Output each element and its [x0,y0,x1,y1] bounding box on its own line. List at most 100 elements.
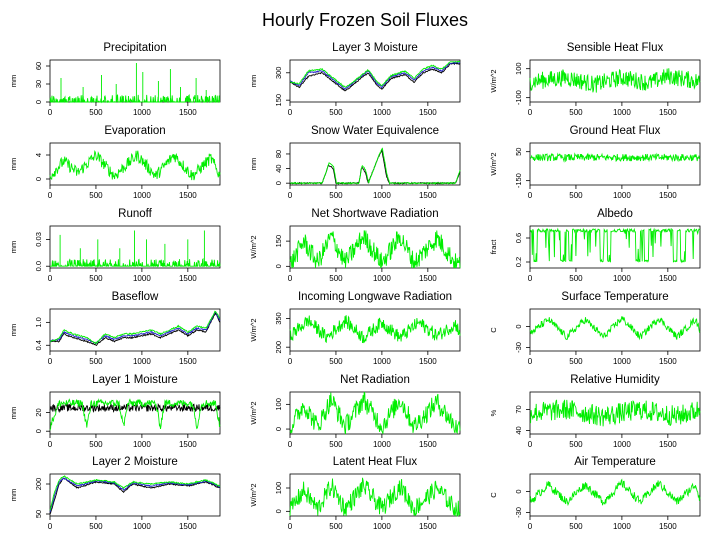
y-axis-label: mm [249,158,258,171]
chart-panel: Albedo fract 0 500 1000 1500 0.2 0.6 [489,208,701,283]
plot-frame [49,225,221,269]
series-line [289,477,461,517]
chart-panel: Snow Water Equivalence mm 0 500 1000 1500 0 40 8… [249,125,461,200]
plot-frame [49,473,221,517]
x-tick-label: 1000 [613,522,631,531]
x-tick-label: 500 [89,191,103,200]
y-axis-label: C [489,492,498,498]
x-tick-label: 1000 [373,440,391,449]
x-tick-label: 1500 [419,108,437,117]
plot-frame [289,142,461,186]
x-tick-label: 0 [528,357,533,366]
y-tick-label: -100 [514,90,523,105]
y-tick-label: 1.0 [34,317,43,327]
plot-frame [529,308,701,352]
x-tick-label: 500 [329,522,343,531]
plot-frame [289,308,461,352]
plot-frame [529,225,701,269]
x-tick-label: 1500 [659,191,677,200]
series-line [289,315,461,344]
series-line [49,398,221,431]
x-tick-label: 0 [528,440,533,449]
x-tick-label: 500 [89,274,103,283]
x-tick-label: 1500 [419,357,437,366]
series-line [529,68,701,93]
x-tick-label: 500 [329,191,343,200]
y-tick-label: 100 [514,62,523,75]
chart-panel: Net Radiation W/m^2 0 500 1000 1500 0 100 [249,374,461,449]
x-tick-label: 1500 [419,440,437,449]
y-tick-label: 100 [274,482,283,495]
y-tick-label: 0.4 [34,340,43,350]
x-tick-label: 500 [569,522,583,531]
x-tick-label: 0 [48,440,53,449]
plot-frame [289,391,461,435]
y-tick-label: 0.2 [514,257,523,267]
x-tick-label: 0 [528,522,533,531]
y-axis-label: mm [9,158,18,171]
chart-panel: Runoff mm 0 500 1000 1500 0.0 0.03 [9,208,221,283]
y-tick-label: 0 [34,177,43,181]
panel-title: Ground Heat Flux [570,125,661,137]
y-axis-label: W/m^2 [249,318,258,341]
series-line [49,149,221,181]
y-axis-label: mm [9,324,18,337]
chart-panel: Air Temperature C 0 500 1000 1500 -30 0 [489,456,701,531]
y-tick-label: 20 [34,408,43,416]
y-tick-label: 0 [34,100,43,104]
series-line [49,477,220,515]
plot-frame [289,225,461,269]
series-line [289,148,461,185]
x-tick-label: 1000 [373,522,391,531]
panel-title: Precipitation [103,42,166,54]
x-tick-label: 500 [569,274,583,283]
x-tick-label: 1000 [373,357,391,366]
chart-panel: Sensible Heat Flux W/m^2 0 500 1000 1500 -100 1… [489,42,701,117]
series-line [289,230,461,269]
x-tick-label: 1500 [419,522,437,531]
series-line [49,311,221,344]
x-tick-label: 500 [329,357,343,366]
y-tick-label: 300 [274,67,283,80]
series-line [289,61,461,90]
chart-panel: Relative Humidity% 0 500 1000 1500 40 70 [489,374,701,449]
y-tick-label: 80 [274,150,283,158]
panel-title: Latent Heat Flux [333,456,418,468]
x-tick-label: 1000 [133,108,151,117]
series-line [289,62,461,92]
chart-panel: Layer 2 Moisture mm 0 500 1000 1500 50 200 [9,456,221,531]
x-tick-label: 1000 [373,274,391,283]
series-line [529,399,701,427]
y-axis-label: W/m^2 [249,401,258,424]
x-tick-label: 1500 [659,357,677,366]
x-tick-label: 0 [288,274,293,283]
y-tick-label: -30 [514,342,523,353]
chart-panel: Precipitation mm 0 500 1000 1500 0 30 60 [9,42,221,117]
figure-title: Hourly Frozen Soil Fluxes [262,10,468,30]
y-tick-label: 50 [34,510,43,518]
x-tick-label: 1500 [419,274,437,283]
y-tick-label: 4 [34,153,43,157]
plot-frame [529,142,701,186]
y-tick-label: 0 [34,429,43,433]
x-tick-label: 1000 [613,191,631,200]
y-tick-label: 100 [274,398,283,411]
series-line [49,311,221,346]
x-tick-label: 1500 [179,440,197,449]
panel-title: Layer 1 Moisture [92,374,178,386]
y-axis-label: W/m^2 [489,152,498,175]
chart-panel: Latent Heat Flux W/m^2 0 500 1000 1500 0 100 [249,456,461,531]
x-tick-label: 1000 [613,274,631,283]
x-tick-label: 1500 [179,357,197,366]
chart-panel: Baseflow mm 0 500 1000 1500 0.4 1.0 [9,291,221,366]
panel-title: Incoming Longwave Radiation [298,291,452,303]
x-tick-label: 500 [329,440,343,449]
x-tick-label: 500 [329,108,343,117]
plot-frame [49,391,221,435]
y-tick-label: 40 [514,426,523,434]
panel-title: Snow Water Equivalence [311,125,439,137]
panel-title: Layer 3 Moisture [332,42,418,54]
y-axis-label: W/m^2 [489,69,498,92]
x-tick-label: 500 [89,108,103,117]
series-line [289,147,461,185]
